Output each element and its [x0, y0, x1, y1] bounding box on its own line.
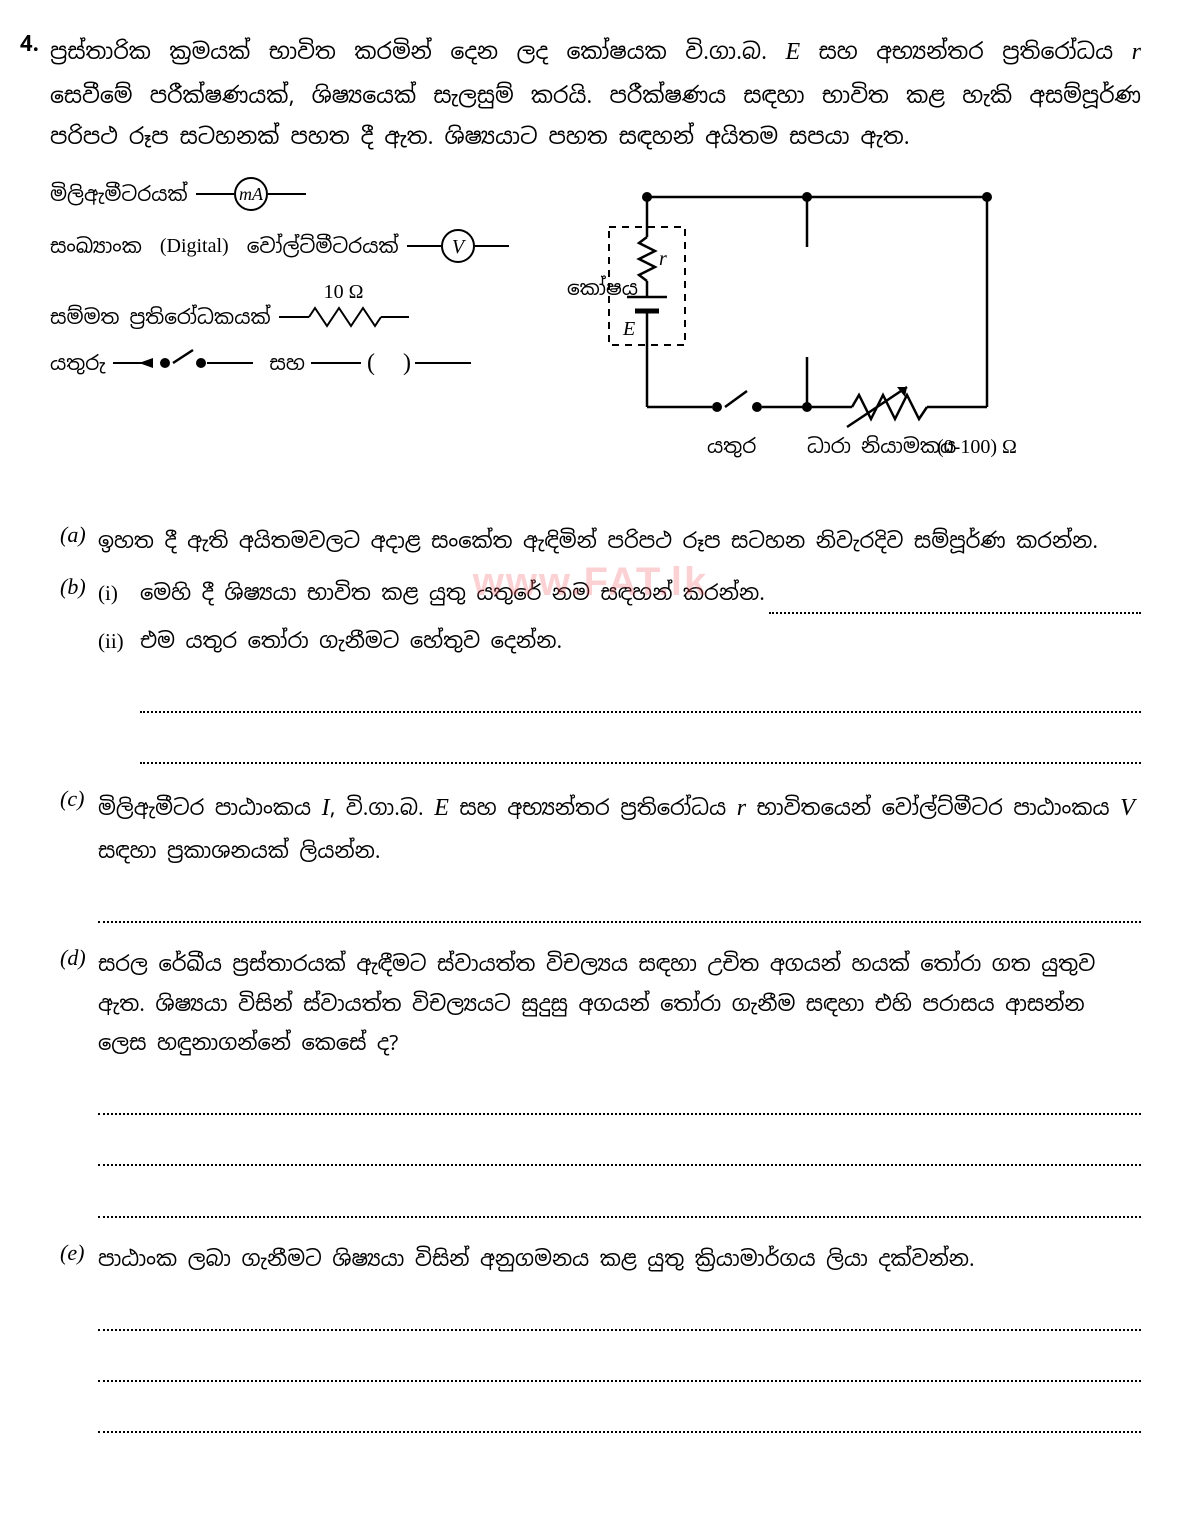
part-e-label: (e) [60, 1240, 98, 1266]
part-a-label: (a) [60, 522, 98, 548]
svg-text:): ) [403, 350, 411, 376]
part-b-body: (i) මෙහි දී ශිෂ්‍යයා භාවිත කළ යුතු යතුරේ… [98, 574, 1141, 768]
answer-blank [769, 585, 1141, 614]
cell-label: කෝෂය [567, 275, 638, 301]
plug-key-symbol-icon [113, 348, 263, 378]
exam-page: 4. ප්‍රස්තාරික ක්‍රමයක් භාවිත කරමින් දෙන… [0, 0, 1181, 1489]
rheo-label: ධාරා නියාමකය [807, 433, 956, 459]
svg-text:(: ( [367, 350, 375, 376]
part-e: (e) පාඨාංක ලබා ගැනීමට ශිෂ්‍යයා විසින් අන… [60, 1240, 1141, 1437]
legend-keys: යතුරු සහ [50, 348, 517, 378]
part-d-text: සරල රේඛීය ප්‍රස්තාරයක් ඇඳීමට ස්වායත්ත වි… [98, 945, 1141, 1222]
part-b-label: (b) [60, 574, 98, 600]
question-number: 4. [20, 30, 50, 58]
legend-and: සහ [269, 350, 305, 376]
mA-text: mA [239, 184, 264, 204]
answer-blank [140, 741, 1141, 764]
tap-key-symbol-icon: ( ) [311, 348, 471, 378]
parts: (a) ඉහත දී ඇති අයිතමවලට අදාළ සංකේත ඇඳිමි… [60, 522, 1141, 1437]
part-c-text: මිලිඇමීටර පාඨාංකය I, වි.ගා.බ. E සහ අභ්‍ය… [98, 786, 1141, 927]
part-a: (a) ඉහත දී ඇති අයිතමවලට අදාළ සංකේත ඇඳිමි… [60, 522, 1141, 562]
part-b-ii-text: එම යතුර තෝරා ගැනීමට හේතුව දෙන්න. [140, 628, 562, 655]
legend-digital-post: වෝල්ට්මීටරයක් [247, 233, 399, 259]
legend-resistor-label: සම්මත ප්‍රතිරෝධකයක් [50, 304, 271, 330]
r-label: r [659, 248, 667, 270]
question-stem: ප්‍රස්තාරික ක්‍රමයක් භාවිත කරමින් දෙන ලද… [50, 30, 1141, 159]
milliammeter-symbol-icon: mA [196, 177, 316, 211]
voltmeter-symbol-icon: V [407, 229, 517, 263]
circuit-diagram: කෝෂය r E යතුර ධාරා නියාමකය (0-100) Ω [547, 177, 1037, 487]
figure-area: මිලිඇමීටරයක් mA සංඛ්‍යාංක (Digital) වෝල්… [50, 177, 1141, 487]
part-d-label: (d) [60, 945, 98, 971]
part-b-ii-label: (ii) [98, 622, 140, 662]
circuit-key-label: යතුර [707, 433, 756, 459]
legend-key-label: යතුරු [50, 350, 105, 376]
resistor-symbol-icon: 10 Ω [279, 281, 409, 330]
part-b-i-label: (i) [98, 574, 140, 614]
answer-blank [98, 1143, 1141, 1166]
answer-blank [98, 1410, 1141, 1433]
answer-blank [140, 690, 1141, 713]
resistor-value: 10 Ω [324, 281, 364, 304]
part-a-text: ඉහත දී ඇති අයිතමවලට අදාළ සංකේත ඇඳිමින් ප… [98, 522, 1141, 562]
answer-blank [98, 1307, 1141, 1330]
legend-milliammeter: මිලිඇමීටරයක් mA [50, 177, 517, 211]
answer-blank [98, 1092, 1141, 1115]
answer-blank [98, 1194, 1141, 1217]
E-label: E [622, 318, 635, 340]
legend-resistor: සම්මත ප්‍රතිරෝධකයක් 10 Ω [50, 281, 517, 330]
legend: මිලිඇමීටරයක් mA සංඛ්‍යාංක (Digital) වෝල්… [50, 177, 517, 396]
part-c: (c) මිලිඇමීටර පාඨාංකය I, වි.ගා.බ. E සහ අ… [60, 786, 1141, 927]
part-b-i: (i) මෙහි දී ශිෂ්‍යයා භාවිත කළ යුතු යතුරේ… [98, 574, 1141, 614]
circuit-svg: කෝෂය r E යතුර ධාරා නියාමකය (0-100) Ω [547, 177, 1037, 487]
part-c-label: (c) [60, 786, 98, 812]
question-stem-row: 4. ප්‍රස්තාරික ක්‍රමයක් භාවිත කරමින් දෙන… [20, 30, 1141, 159]
legend-digital-pre: සංඛ්‍යාංක [50, 233, 142, 259]
legend-digital-en: (Digital) [160, 235, 229, 258]
part-b-i-text: මෙහි දී ශිෂ්‍යයා භාවිත කළ යුතු යතුරේ නම … [140, 574, 765, 614]
rheo-range: (0-100) Ω [937, 436, 1017, 458]
part-e-text: පාඨාංක ලබා ගැනීමට ශිෂ්‍යයා විසින් අනුගමන… [98, 1240, 1141, 1437]
part-b: (b) (i) මෙහි දී ශිෂ්‍යයා භාවිත කළ යුතු ය… [60, 574, 1141, 768]
part-d: (d) සරල රේඛීය ප්‍රස්තාරයක් ඇඳීමට ස්වායත්… [60, 945, 1141, 1222]
part-b-ii: (ii) එම යතුර තෝරා ගැනීමට හේතුව දෙන්න. [98, 622, 1141, 768]
legend-milli-label: මිලිඇමීටරයක් [50, 181, 188, 207]
answer-blank [98, 900, 1141, 923]
legend-voltmeter: සංඛ්‍යාංක (Digital) වෝල්ට්මීටරයක් V [50, 229, 517, 263]
answer-blank [98, 1359, 1141, 1382]
V-text: V [451, 236, 466, 258]
